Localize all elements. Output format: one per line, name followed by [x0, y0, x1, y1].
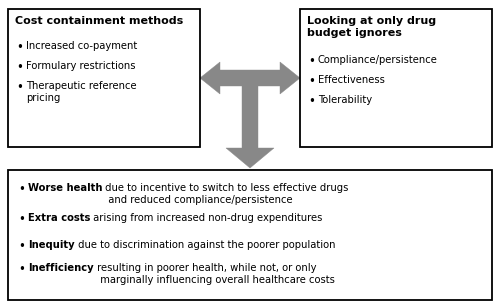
- Text: Looking at only drug
budget ignores: Looking at only drug budget ignores: [307, 16, 436, 38]
- Text: Effectiveness: Effectiveness: [318, 75, 385, 85]
- Text: Cost containment methods: Cost containment methods: [15, 16, 183, 26]
- Text: •: •: [308, 95, 315, 108]
- Text: •: •: [16, 41, 23, 54]
- Text: due to discrimination against the poorer population: due to discrimination against the poorer…: [74, 240, 335, 250]
- Bar: [8, 170, 492, 300]
- Text: •: •: [16, 61, 23, 74]
- Text: •: •: [18, 240, 25, 253]
- Text: resulting in poorer health, while not, or only
  marginally influencing overall : resulting in poorer health, while not, o…: [94, 263, 334, 285]
- Text: •: •: [308, 75, 315, 88]
- Bar: [300, 9, 492, 147]
- Text: •: •: [18, 183, 25, 196]
- Text: Extra costs: Extra costs: [28, 213, 90, 223]
- Text: Increased co-payment: Increased co-payment: [26, 41, 137, 51]
- Text: Therapeutic reference
pricing: Therapeutic reference pricing: [26, 81, 136, 102]
- Text: •: •: [18, 213, 25, 226]
- Text: Inefficiency: Inefficiency: [28, 263, 94, 273]
- Text: Tolerability: Tolerability: [318, 95, 372, 105]
- Text: due to incentive to switch to less effective drugs
  and reduced compliance/pers: due to incentive to switch to less effec…: [102, 183, 349, 205]
- Text: Formulary restrictions: Formulary restrictions: [26, 61, 136, 71]
- Polygon shape: [200, 62, 300, 94]
- Text: Worse health: Worse health: [28, 183, 102, 193]
- Text: Compliance/persistence: Compliance/persistence: [318, 55, 438, 65]
- Text: arising from increased non-drug expenditures: arising from increased non-drug expendit…: [90, 213, 323, 223]
- Bar: [8, 9, 200, 147]
- Polygon shape: [226, 86, 274, 168]
- Text: •: •: [308, 55, 315, 68]
- Text: •: •: [18, 263, 25, 276]
- Text: •: •: [16, 81, 23, 94]
- Text: Inequity: Inequity: [28, 240, 74, 250]
